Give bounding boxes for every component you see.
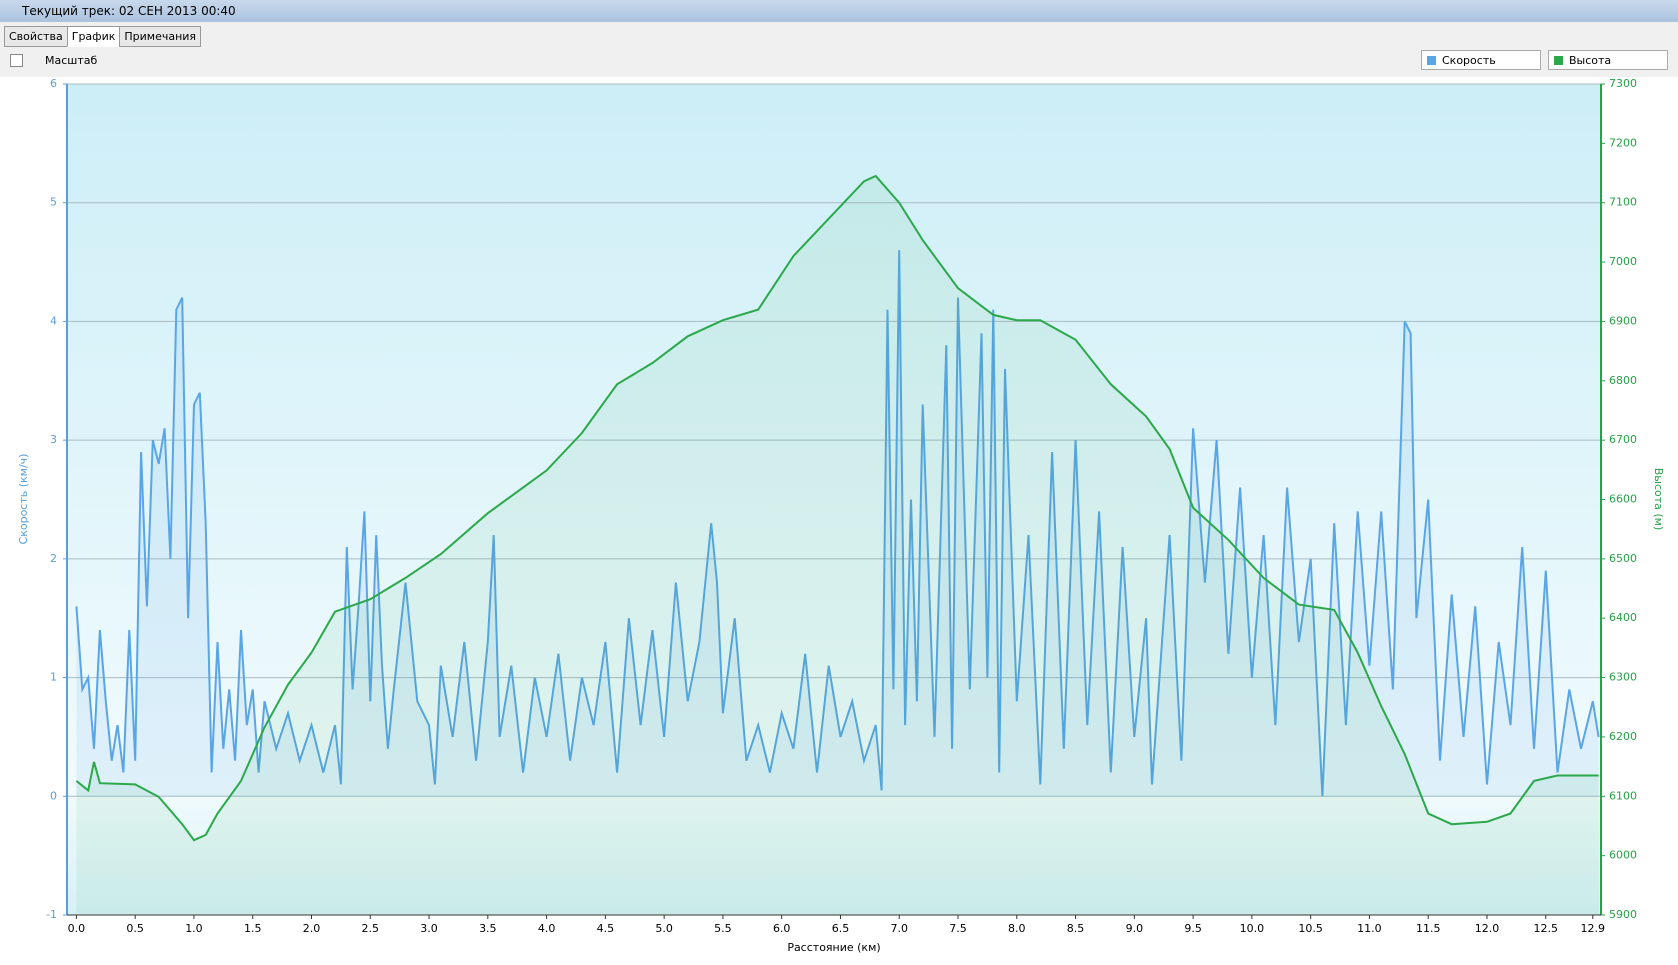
y-tick-label: 5 [50,196,57,209]
legend-label: Высота [1569,54,1612,67]
y2-tick-label: 6900 [1609,314,1637,327]
plot-area [67,84,1601,915]
y2-tick-label: 7200 [1609,136,1637,149]
y-tick-label: 2 [50,552,57,565]
x-tick-label: 7.5 [949,922,967,935]
x-tick-label: 7.0 [890,922,908,935]
x-tick-label: 8.5 [1067,922,1085,935]
tab[interactable]: График [66,26,121,47]
x-tick-label: 5.0 [655,922,673,935]
y-tick-label: 1 [50,671,57,684]
y-tick-label: -1 [46,908,57,921]
x-tick-label: 10.0 [1240,922,1265,935]
x-tick-label: 0.0 [68,922,86,935]
y2-axis-label: Высота (м) [1652,468,1665,531]
x-tick-label: 9.0 [1126,922,1144,935]
x-tick-label: 4.0 [538,922,556,935]
y-tick-label: 4 [50,314,57,327]
x-tick-label: 12.5 [1534,922,1559,935]
y2-tick-label: 6500 [1609,552,1637,565]
x-tick-label: 6.0 [773,922,791,935]
x-tick-label: 2.0 [303,922,321,935]
x-tick-label: 3.5 [479,922,497,935]
y2-tick-label: 7100 [1609,196,1637,209]
x-tick-label: 11.0 [1357,922,1382,935]
series-dropdown[interactable]: Высота [1548,50,1668,70]
y-tick-label: 0 [50,789,57,802]
x-tick-label: 1.5 [244,922,262,935]
y2-tick-label: 7000 [1609,255,1637,268]
x-tick-label: 10.5 [1298,922,1323,935]
y2-tick-label: 6400 [1609,611,1637,624]
title-bar: Текущий трек: 02 СЕН 2013 00:40 [0,0,1678,22]
x-tick-label: 2.5 [362,922,380,935]
y2-tick-label: 6600 [1609,493,1637,506]
x-tick-label: 5.5 [714,922,732,935]
y2-tick-label: 6300 [1609,671,1637,684]
series-line [75,174,1599,842]
tab[interactable]: Свойства [4,26,68,47]
y2-tick-label: 6000 [1609,849,1637,862]
x-tick-label: 0.5 [126,922,144,935]
y2-tick-label: 6100 [1609,789,1637,802]
legend-label: Скорость [1442,54,1496,67]
series-area [76,250,1599,797]
y2-tick-label: 5900 [1609,908,1637,921]
y-axis-label: Скорость (км/ч) [17,454,30,545]
zoom-label: Масштаб [45,54,98,67]
chart: Скорость (км/ч) Высота (м) Расстояние (к… [0,77,1678,965]
legend-swatch [1554,56,1563,65]
x-tick-label: 11.5 [1416,922,1441,935]
y-tick-label: 6 [50,77,57,90]
x-axis-label: Расстояние (км) [787,941,880,954]
x-tick-label: 12.9 [1581,922,1606,935]
x-tick-label: 6.5 [832,922,850,935]
tab[interactable]: Примечания [119,26,202,47]
tabs: Свойства График Примечания [4,25,202,47]
y2-tick-label: 6700 [1609,433,1637,446]
x-tick-label: 1.0 [185,922,203,935]
y2-tick-label: 6200 [1609,730,1637,743]
window-title: Текущий трек: 02 СЕН 2013 00:40 [22,4,236,18]
series-dropdown[interactable]: Скорость [1421,50,1541,70]
y2-tick-label: 6800 [1609,374,1637,387]
series-line [75,250,1600,797]
x-tick-label: 3.0 [420,922,438,935]
x-tick-label: 4.5 [597,922,615,935]
legend-swatch [1427,56,1436,65]
x-tick-label: 12.0 [1475,922,1500,935]
y2-tick-label: 7300 [1609,77,1637,90]
checkbox[interactable] [10,54,23,67]
y-tick-label: 3 [50,433,57,446]
series-area [76,176,1599,915]
x-tick-label: 8.0 [1008,922,1026,935]
x-tick-label: 9.5 [1184,922,1202,935]
